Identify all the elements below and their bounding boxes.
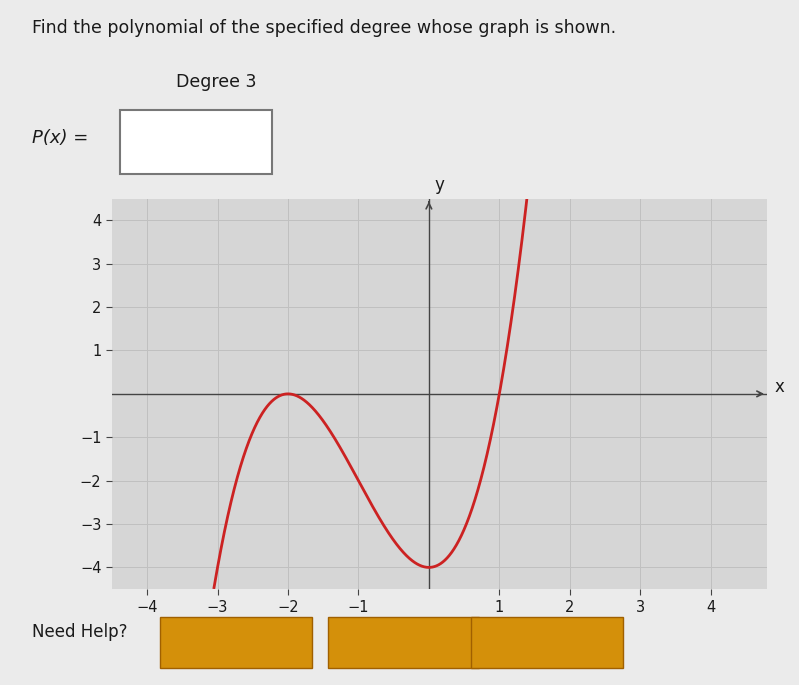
Text: y: y xyxy=(435,176,444,195)
Text: Need Help?: Need Help? xyxy=(32,623,128,640)
FancyBboxPatch shape xyxy=(160,617,312,668)
Text: Degree 3: Degree 3 xyxy=(176,73,256,91)
Text: P(x) =: P(x) = xyxy=(32,129,89,147)
FancyBboxPatch shape xyxy=(328,617,479,668)
Text: Read It: Read It xyxy=(208,636,264,649)
Text: Find the polynomial of the specified degree whose graph is shown.: Find the polynomial of the specified deg… xyxy=(32,19,616,37)
Text: Master It: Master It xyxy=(511,636,583,649)
Text: x: x xyxy=(774,378,784,397)
Text: Watch It: Watch It xyxy=(371,636,436,649)
FancyBboxPatch shape xyxy=(471,617,623,668)
FancyBboxPatch shape xyxy=(120,110,272,173)
